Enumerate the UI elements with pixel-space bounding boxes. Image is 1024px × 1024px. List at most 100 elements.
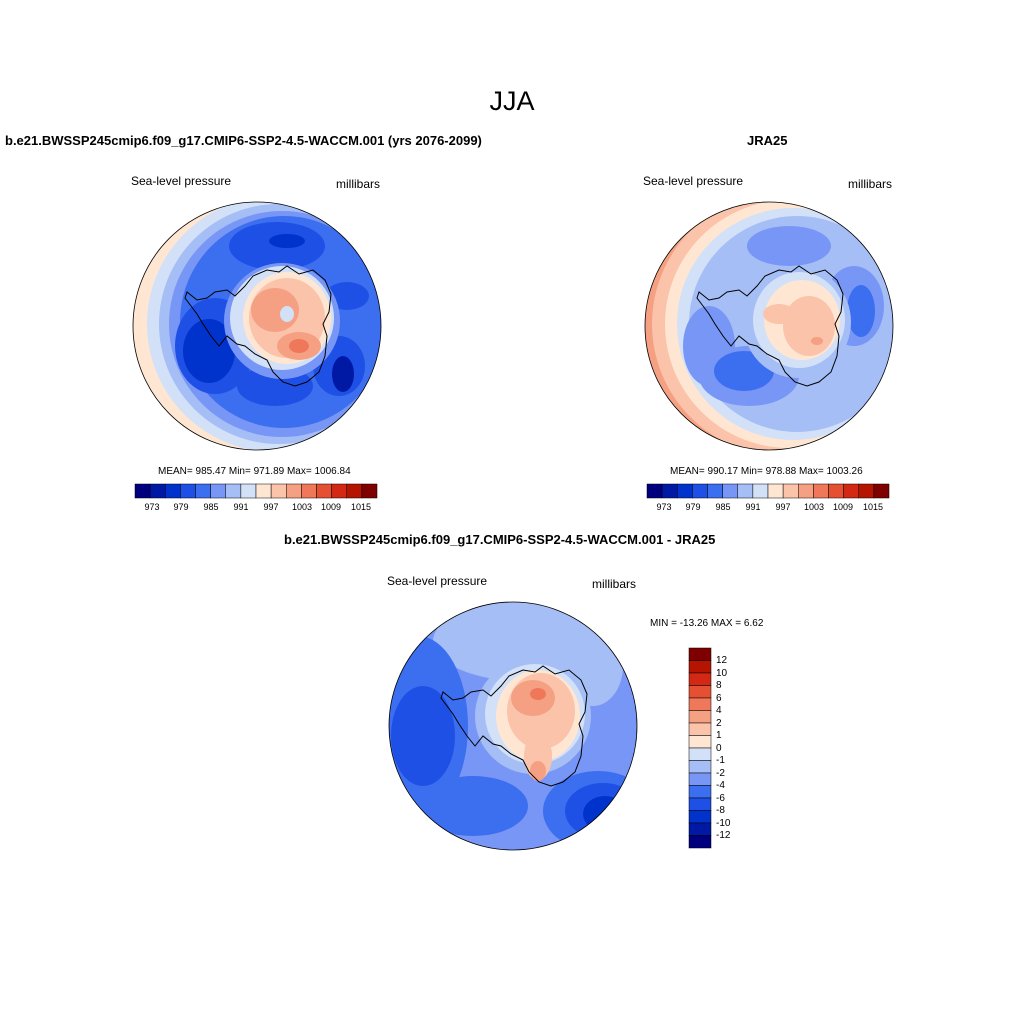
model-colorbar: [134, 483, 378, 499]
obs-colorbar-tick: 1015: [862, 502, 884, 512]
diff-colorbar-swatch: [688, 735, 712, 749]
obs-colorbar-swatch: [782, 483, 799, 499]
diff-polar-map: [388, 601, 638, 851]
obs-polar-map: [644, 201, 894, 451]
model-colorbar-swatch: [180, 483, 196, 499]
diff-colorbar-tick: -1: [716, 755, 725, 766]
diff-colorbar-tick: -6: [716, 793, 725, 804]
diff-units-label: millibars: [592, 577, 637, 591]
obs-colorbar-tick: 1009: [832, 502, 854, 512]
obs-colorbar-swatch: [692, 483, 708, 499]
diff-colorbar-swatch: [688, 710, 712, 724]
obs-colorbar-swatch: [828, 483, 844, 499]
obs-colorbar-tick: 985: [715, 502, 731, 512]
diff-variable-label: Sea-level pressure: [387, 574, 488, 588]
obs-colorbar-swatch: [813, 483, 829, 499]
obs-colorbar-swatch: [873, 483, 890, 499]
obs-colorbar-swatch: [798, 483, 814, 499]
obs-colorbar-swatch: [722, 483, 739, 499]
model-colorbar-swatch: [331, 483, 348, 499]
diff-colorbar-swatch: [688, 785, 712, 799]
diff-colorbar-tick: -2: [716, 768, 725, 779]
diff-colorbar-labels: 12 10 8 6 4 2 1 0 -1 -2 -4 -6 -8 -10 -12: [716, 648, 756, 848]
model-colorbar-swatch: [240, 483, 257, 499]
obs-variable-label: Sea-level pressure: [643, 174, 744, 188]
diff-colorbar-tick: -10: [716, 818, 731, 829]
obs-colorbar-swatch: [767, 483, 784, 499]
diff-colorbar-swatch: [688, 647, 712, 661]
model-panel-title: b.e21.BWSSP245cmip6.f09_g17.CMIP6-SSP2-4…: [5, 133, 482, 148]
diff-panel-title: b.e21.BWSSP245cmip6.f09_g17.CMIP6-SSP2-4…: [284, 532, 716, 547]
model-colorbar-swatch: [316, 483, 332, 499]
diff-colorbar-tick: 1: [716, 730, 722, 741]
diff-colorbar-swatch: [688, 772, 712, 786]
model-stats: MEAN= 985.47 Min= 971.89 Max= 1006.84: [158, 466, 351, 477]
diff-colorbar-tick: 2: [716, 718, 722, 729]
obs-stats: MEAN= 990.17 Min= 978.88 Max= 1003.26: [670, 466, 863, 477]
diff-colorbar-swatch: [688, 760, 712, 774]
obs-colorbar: [646, 483, 890, 499]
model-colorbar-swatch: [301, 483, 317, 499]
model-colorbar-tick: 985: [203, 502, 219, 512]
model-colorbar-tick: 991: [233, 502, 249, 512]
diff-colorbar: [688, 647, 712, 849]
diff-colorbar-tick: -12: [716, 830, 731, 841]
diff-colorbar-swatch: [688, 747, 712, 761]
model-colorbar-swatch: [134, 483, 151, 499]
obs-colorbar-tick: 991: [745, 502, 761, 512]
model-colorbar-tick: 1015: [350, 502, 372, 512]
obs-colorbar-labels: 973 979 985 991 997 1003 1009 1015: [647, 502, 889, 514]
model-colorbar-tick: 1003: [291, 502, 313, 512]
model-colorbar-swatch: [195, 483, 211, 499]
diff-colorbar-swatch: [688, 685, 712, 699]
obs-colorbar-tick: 1003: [803, 502, 825, 512]
model-colorbar-swatch: [165, 483, 181, 499]
model-colorbar-tick: 973: [144, 502, 160, 512]
model-units-label: millibars: [336, 177, 381, 191]
model-colorbar-swatch: [225, 483, 242, 499]
diff-colorbar-tick: 12: [716, 655, 728, 666]
obs-colorbar-swatch: [752, 483, 769, 499]
model-colorbar-tick: 997: [263, 502, 279, 512]
model-colorbar-swatch: [361, 483, 378, 499]
diff-colorbar-swatch: [688, 822, 712, 836]
diff-colorbar-tick: -8: [716, 805, 725, 816]
model-polar-map: [132, 201, 382, 451]
diff-colorbar-tick: 0: [716, 743, 722, 754]
obs-colorbar-swatch: [858, 483, 875, 499]
diff-colorbar-tick: 6: [716, 693, 722, 704]
diff-colorbar-swatch: [688, 797, 712, 811]
model-colorbar-swatch: [210, 483, 227, 499]
obs-colorbar-swatch: [843, 483, 860, 499]
diff-colorbar-swatch: [688, 722, 712, 736]
obs-colorbar-swatch: [737, 483, 754, 499]
obs-colorbar-swatch: [677, 483, 693, 499]
diff-colorbar-tick: 4: [716, 705, 722, 716]
diff-colorbar-tick: 8: [716, 680, 722, 691]
diff-colorbar-tick: 10: [716, 668, 728, 679]
obs-colorbar-swatch: [646, 483, 663, 499]
obs-colorbar-swatch: [661, 483, 678, 499]
diff-colorbar-swatch: [688, 697, 712, 711]
diff-colorbar-tick: -4: [716, 780, 725, 791]
diff-colorbar-swatch: [688, 835, 712, 849]
model-variable-label: Sea-level pressure: [131, 174, 232, 188]
diff-colorbar-swatch: [688, 672, 712, 686]
model-colorbar-swatch: [255, 483, 272, 499]
model-colorbar-tick: 979: [173, 502, 189, 512]
obs-colorbar-tick: 973: [656, 502, 672, 512]
obs-panel-title: JRA25: [747, 133, 788, 148]
model-colorbar-tick: 1009: [320, 502, 342, 512]
model-colorbar-swatch: [149, 483, 166, 499]
model-colorbar-labels: 973 979 985 991 997 1003 1009 1015: [135, 502, 377, 514]
obs-colorbar-tick: 997: [775, 502, 791, 512]
model-colorbar-swatch: [346, 483, 363, 499]
diff-minmax: MIN = -13.26 MAX = 6.62: [650, 618, 764, 629]
diff-colorbar-swatch: [688, 660, 712, 674]
figure-title: JJA: [489, 86, 535, 116]
diff-colorbar-swatch: [688, 810, 712, 824]
obs-colorbar-swatch: [707, 483, 723, 499]
model-colorbar-swatch: [270, 483, 287, 499]
obs-units-label: millibars: [848, 177, 893, 191]
obs-colorbar-tick: 979: [685, 502, 701, 512]
